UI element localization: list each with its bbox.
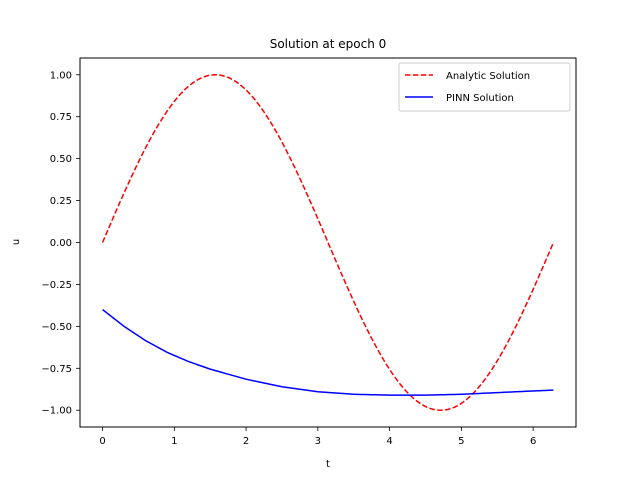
y-tick-label: 0.75 xyxy=(50,112,72,123)
y-tick-label: −0.25 xyxy=(41,280,72,291)
y-tick-label: −0.75 xyxy=(41,364,72,375)
y-tick-label: 0.50 xyxy=(50,154,72,165)
analytic-solution-line xyxy=(101,74,555,411)
legend-label-analytic: Analytic Solution xyxy=(446,71,530,82)
x-tick-label: 2 xyxy=(243,436,249,447)
x-tick-label: 4 xyxy=(386,436,392,447)
chart-title: Solution at epoch 0 xyxy=(270,37,387,51)
x-axis: 0 1 2 3 4 5 6 xyxy=(99,427,536,447)
y-tick-label: −0.50 xyxy=(41,322,72,333)
plot-lines xyxy=(101,74,555,411)
x-tick-label: 3 xyxy=(315,436,321,447)
x-tick-label: 0 xyxy=(99,436,105,447)
x-tick-label: 5 xyxy=(458,436,464,447)
legend-box xyxy=(398,62,571,112)
legend-label-pinn: PINN Solution xyxy=(446,93,514,104)
x-axis-label: t xyxy=(326,459,330,470)
x-tick-label: 1 xyxy=(171,436,177,447)
legend: Analytic Solution PINN Solution xyxy=(398,62,571,112)
pinn-solution-line xyxy=(102,308,554,396)
y-tick-label: 0.25 xyxy=(50,196,72,207)
y-tick-label: 1.00 xyxy=(50,70,72,81)
y-tick-label: 0.00 xyxy=(50,238,72,249)
x-tick-label: 6 xyxy=(530,436,536,447)
y-axis-label: u xyxy=(11,239,22,245)
y-tick-label: −1.00 xyxy=(41,406,72,417)
y-axis: −1.00 −0.75 −0.50 −0.25 0.00 0.25 0.50 0.75 1.00 xyxy=(41,70,80,417)
